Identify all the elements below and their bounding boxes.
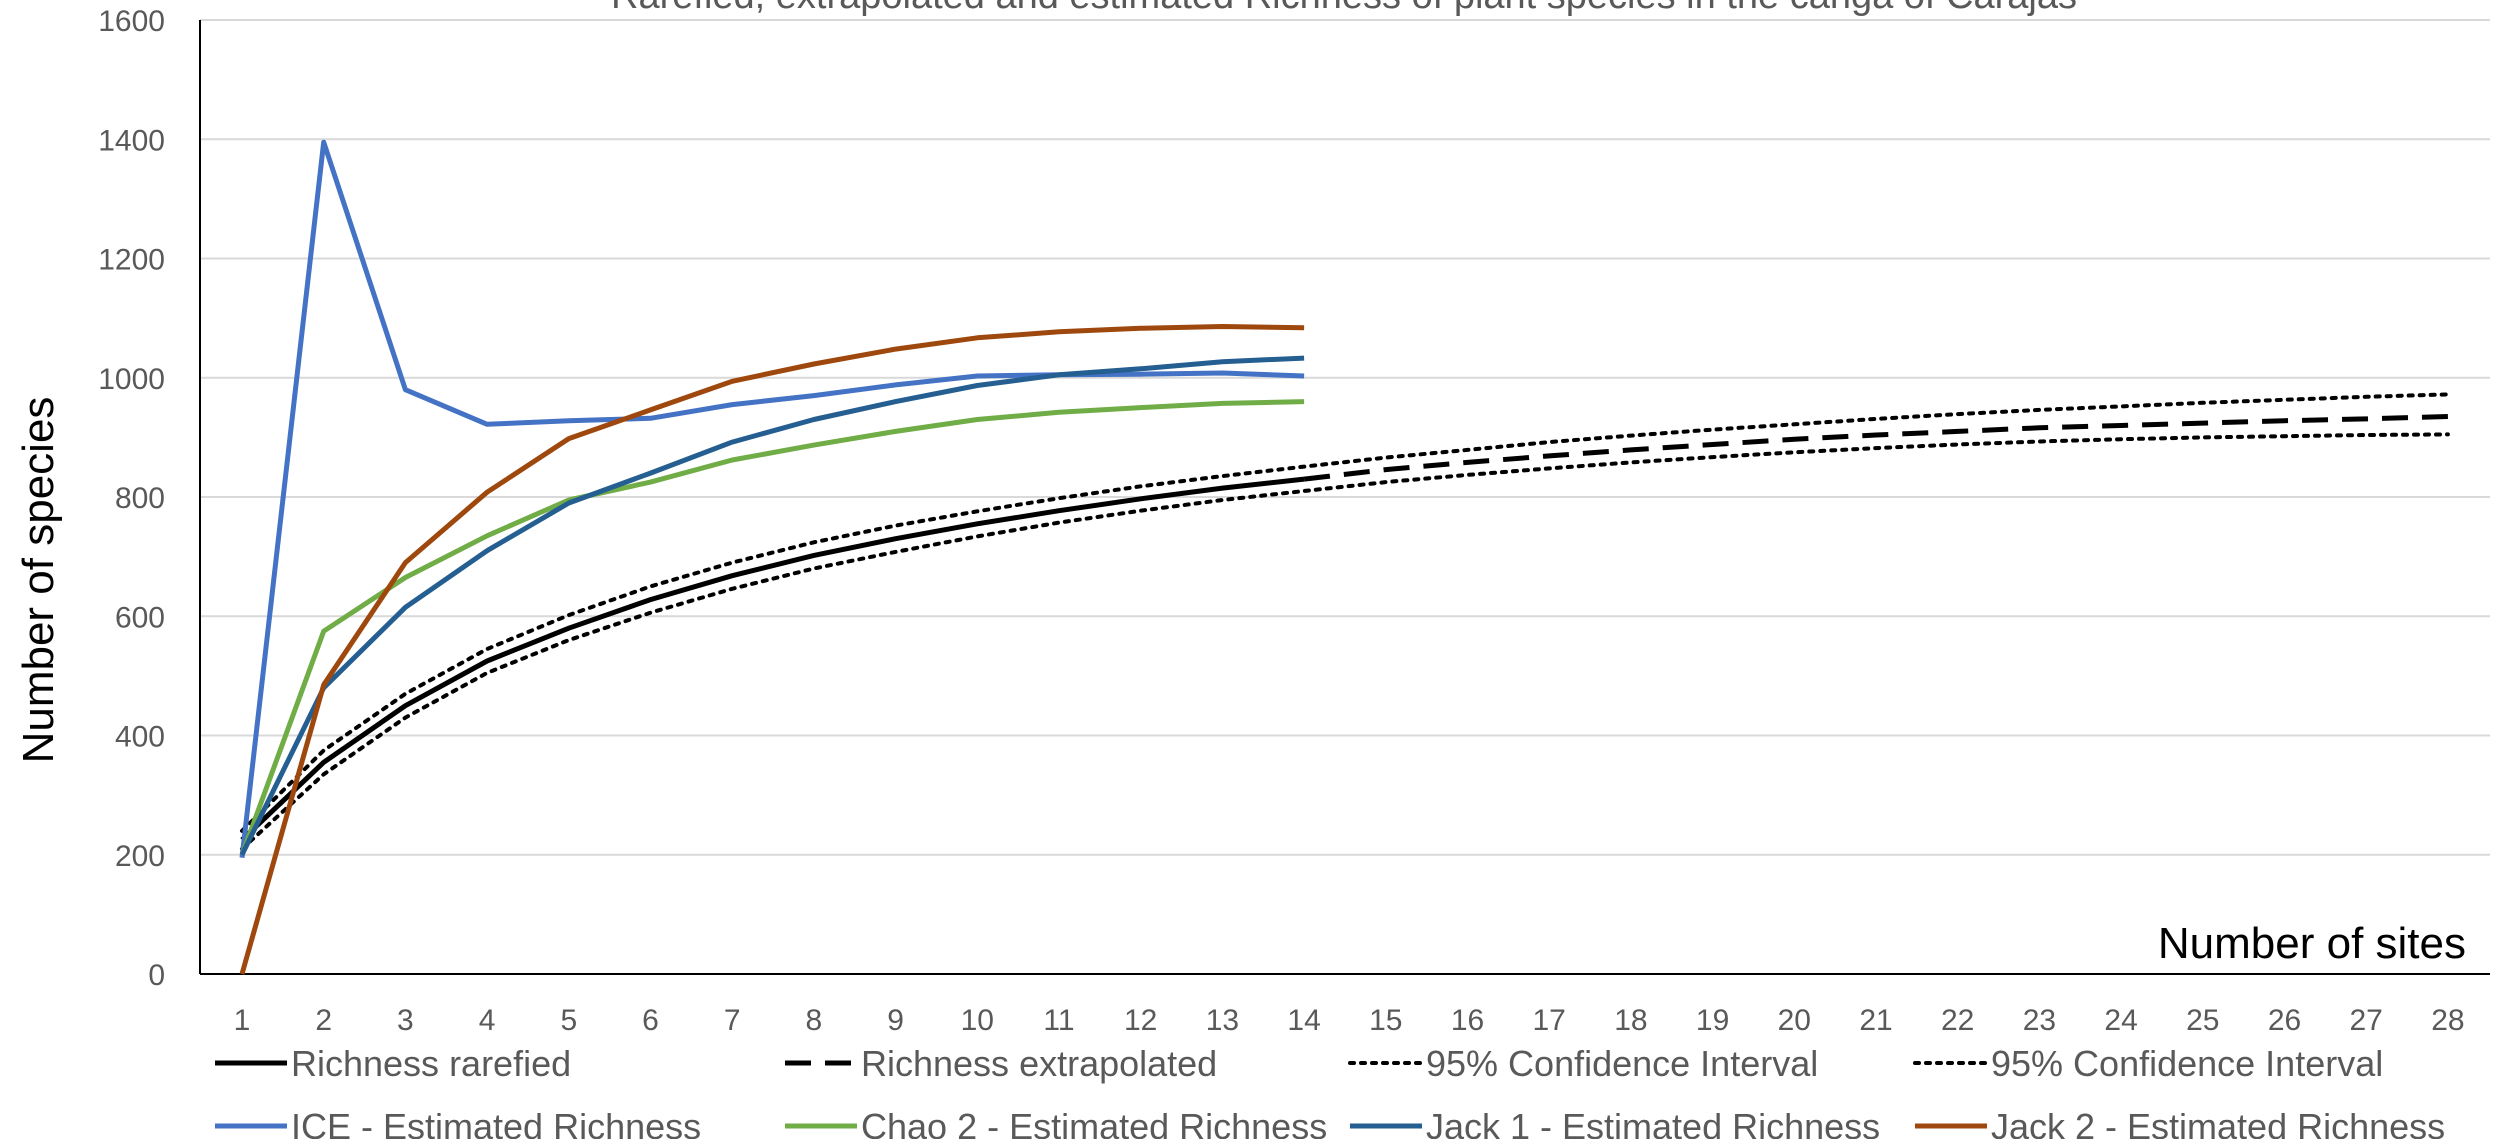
x-tick-label: 18 xyxy=(1614,1004,1647,1037)
x-tick-label: 11 xyxy=(1043,1004,1074,1037)
legend-label-4: ICE - Estimated Richness xyxy=(291,1106,701,1139)
series-line-5 xyxy=(239,399,1305,856)
x-tick-label: 20 xyxy=(1778,1004,1811,1037)
legend-label-5: Chao 2 - Estimated Richness xyxy=(861,1106,1327,1139)
axes xyxy=(199,20,2490,975)
x-tick-labels: 1 2 3 4 5 6 7 8 9 10 11 12 13 14 15 16 17 18 19 20 21 22 23 24 2… xyxy=(234,1004,2465,1037)
legend-label-1: Richness extrapolated xyxy=(861,1043,1217,1084)
x-tick-label: 28 xyxy=(2431,1004,2464,1037)
x-tick-label: 4 xyxy=(479,1004,496,1037)
x-tick-label: 12 xyxy=(1124,1004,1157,1037)
x-tick-label: 27 xyxy=(2350,1004,2383,1037)
x-tick-label: 22 xyxy=(1941,1004,1974,1037)
series-line-6 xyxy=(239,355,1305,856)
x-tick-label: 7 xyxy=(724,1004,741,1037)
y-tick-label: 1400 xyxy=(98,124,165,157)
legend-label-6: Jack 1 - Estimated Richness xyxy=(1426,1106,1880,1139)
x-tick-label: 5 xyxy=(560,1004,577,1037)
x-tick-label: 1 xyxy=(234,1004,251,1037)
series-line-4 xyxy=(239,139,1305,858)
x-tick-label: 21 xyxy=(1859,1004,1892,1037)
x-tick-label: 13 xyxy=(1206,1004,1239,1037)
chart-title: Rarefied, extrapolated and estimated Ric… xyxy=(611,0,2077,17)
data-series xyxy=(239,139,2450,975)
series-line-0 xyxy=(240,476,1305,842)
series-line-7 xyxy=(239,324,1305,975)
y-tick-label: 400 xyxy=(115,721,165,754)
y-tick-label: 0 xyxy=(148,959,165,992)
x-tick-label: 19 xyxy=(1696,1004,1729,1037)
legend-label-3: 95% Confidence Interval xyxy=(1991,1043,2383,1084)
y-tick-label: 1000 xyxy=(98,363,165,396)
series-line-2 xyxy=(240,392,2450,833)
legend: Richness rarefied Richness extrapolated 95… xyxy=(215,1043,2445,1139)
x-tick-label: 25 xyxy=(2186,1004,2219,1037)
y-tick-label: 600 xyxy=(115,601,165,634)
y-tick-label: 800 xyxy=(115,482,165,515)
x-tick-label: 14 xyxy=(1287,1004,1320,1037)
x-tick-label: 24 xyxy=(2104,1004,2137,1037)
gridlines xyxy=(200,19,2490,856)
x-tick-label: 23 xyxy=(2023,1004,2056,1037)
series-line-1 xyxy=(1303,414,2448,482)
x-tick-label: 2 xyxy=(315,1004,332,1037)
x-tick-label: 26 xyxy=(2268,1004,2301,1037)
series-line-3 xyxy=(240,432,2450,851)
y-tick-labels: 0 200 400 600 800 1000 1200 1400 1600 xyxy=(98,5,165,992)
y-tick-label: 200 xyxy=(115,840,165,873)
x-tick-label: 6 xyxy=(642,1004,659,1037)
y-tick-label: 1600 xyxy=(98,5,165,38)
x-tick-label: 15 xyxy=(1369,1004,1402,1037)
y-axis-title: Number of species xyxy=(14,397,63,764)
y-tick-label: 1200 xyxy=(98,244,165,277)
x-tick-label: 10 xyxy=(961,1004,994,1037)
x-axis-title: Number of sites xyxy=(2158,919,2466,968)
legend-label-7: Jack 2 - Estimated Richness xyxy=(1991,1106,2445,1139)
x-tick-label: 9 xyxy=(887,1004,904,1037)
legend-label-2: 95% Confidence Interval xyxy=(1426,1043,1818,1084)
x-tick-label: 16 xyxy=(1451,1004,1484,1037)
x-tick-label: 8 xyxy=(806,1004,823,1037)
x-tick-label: 17 xyxy=(1533,1004,1566,1037)
legend-label-0: Richness rarefied xyxy=(291,1043,571,1084)
x-tick-label: 3 xyxy=(397,1004,414,1037)
